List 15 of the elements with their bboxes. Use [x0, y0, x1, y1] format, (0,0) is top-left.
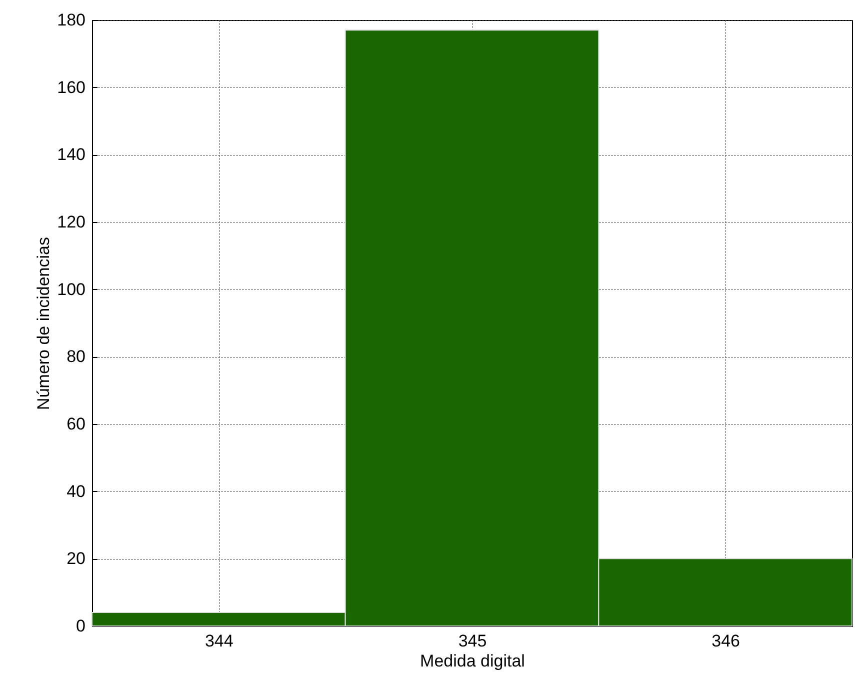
y-tick-label: 20 — [66, 549, 86, 568]
y-tick-label: 140 — [57, 145, 86, 164]
x-tick-label: 344 — [204, 632, 234, 650]
y-tick-label: 40 — [66, 482, 86, 501]
x-tick-label: 345 — [458, 632, 487, 650]
y-tick-label: 100 — [57, 280, 86, 299]
y-tick-label: 120 — [57, 212, 86, 232]
y-tick-label: 160 — [57, 78, 86, 97]
y-tick-label: 60 — [66, 414, 86, 434]
y-tick-label: 0 — [76, 616, 86, 636]
x-tick-label: 346 — [712, 632, 740, 650]
y-tick-label: 80 — [66, 347, 86, 366]
x-axis-title: Medida digital — [420, 652, 525, 670]
y-tick-label: 180 — [57, 10, 86, 30]
y-axis-title: Número de incidencias — [34, 237, 54, 410]
